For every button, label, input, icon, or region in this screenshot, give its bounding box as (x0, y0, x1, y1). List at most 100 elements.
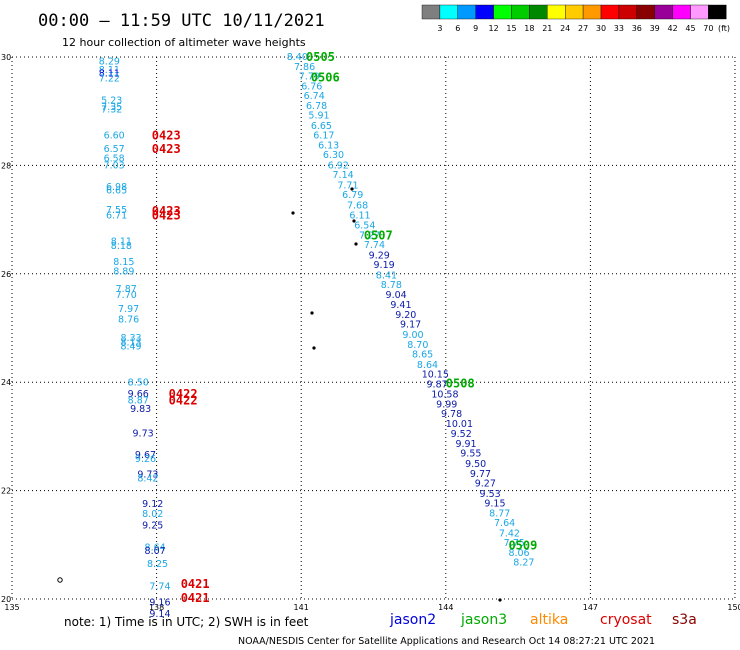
y-tick-label: 30 (1, 53, 11, 62)
pass-label-jason3: 0507 (364, 228, 393, 242)
data-point-cryosat: 8.15 (113, 257, 134, 268)
data-point-cryosat: 9.12 (142, 499, 163, 510)
data-point-jason3: 9.04 (386, 290, 407, 301)
data-point-jason3: 7.86 (294, 62, 315, 73)
data-point-cryosat: 8.89 (113, 267, 134, 278)
data-point-cryosat: 6.58 (104, 153, 125, 164)
data-point-jason3: 7.71 (337, 180, 358, 191)
legend-altika: altika (530, 612, 568, 628)
data-point-cryosat: 9.25 (142, 520, 163, 531)
data-point-cryosat: 9.67 (135, 450, 156, 461)
colorbar-label: 21 (542, 24, 552, 33)
pass-label-cryosat: 0423 (152, 204, 181, 218)
colorbar-swatch (636, 4, 655, 20)
data-point-cryosat: 8.02 (142, 509, 163, 520)
colorbar-legend: 3 6 9 12 15 18 21 24 27 30 33 36 39 42 45 70 (ft) (421, 4, 730, 33)
x-tick-label: 150 (727, 603, 740, 612)
data-point-jason3: 8.77 (489, 508, 510, 519)
colorbar-swatch (672, 4, 691, 20)
data-point-jason3: 7.79 (299, 72, 320, 83)
data-point-jason3: 9.99 (436, 399, 457, 410)
data-point-cryosat: 9.83 (130, 404, 151, 415)
data-point-cryosat: 5.23 (101, 95, 122, 106)
data-point-cryosat: 8.49 (120, 341, 141, 352)
colorbar-swatch (708, 4, 727, 20)
colorbar-label: 24 (560, 24, 570, 33)
pass-label-cryosat: 0422 (169, 387, 198, 401)
legend-jason2: jason2 (389, 612, 436, 628)
data-point-jason3: 7.42 (499, 528, 520, 539)
y-tick-label: 20 (1, 595, 11, 604)
data-point-cryosat: 9.26 (135, 454, 156, 465)
colorbar-swatch (618, 4, 638, 20)
colorbar-swatch (421, 4, 441, 20)
data-point-jason3: 8.78 (381, 280, 402, 291)
data-point-jason3: 9.87 (427, 379, 448, 390)
colorbar-swatch (475, 4, 494, 20)
data-point-jason3: 9.15 (484, 499, 505, 510)
satellite-legend: jason2 jason3 altika cryosat s3a (389, 612, 697, 628)
data-point-cryosat: 7.03 (104, 160, 125, 171)
data-point-jason3: 8.27 (513, 558, 534, 569)
data-point-jason3: 9.50 (465, 459, 486, 470)
data-point-jason3: 10.58 (431, 390, 458, 401)
pass-label-cryosat: 0421 (181, 591, 210, 605)
footnote: note: 1) Time is in UTC; 2) SWH is in fe… (64, 615, 309, 629)
x-tick-label: 138 (149, 603, 164, 612)
data-point-cryosat: 9.73 (137, 469, 158, 480)
data-point-jason3: 7.75 (504, 538, 525, 549)
pass-label-jason3: 0505 (306, 50, 335, 64)
data-point-jason3: 9.00 (402, 330, 423, 341)
colorbar-label: 6 (455, 24, 460, 33)
colorbar-label: 12 (489, 24, 499, 33)
colorbar-swatch (547, 4, 566, 20)
colorbar-label: 36 (632, 24, 642, 33)
x-tick-label: 141 (294, 603, 309, 612)
data-point-jason3: 9.27 (475, 479, 496, 490)
data-point-jason3: 7.74 (364, 240, 385, 251)
data-point-jason3: 10.01 (446, 419, 473, 430)
data-point-jason3: 9.55 (460, 449, 481, 460)
x-tick-label: 147 (583, 603, 598, 612)
colorbar-swatch (493, 4, 512, 20)
colorbar-label: 30 (596, 24, 606, 33)
data-point-cryosat: 7.97 (118, 304, 139, 315)
legend-s3a: s3a (672, 612, 697, 628)
data-point-jason3: 8.65 (412, 350, 433, 361)
data-point-cryosat: 8.33 (120, 333, 141, 344)
data-point-jason3: 9.20 (395, 310, 416, 321)
x-tick-label: 144 (438, 603, 453, 612)
island-mark (352, 219, 356, 223)
legend-cryosat: cryosat (600, 612, 652, 628)
data-point-jason3: 7.27 (359, 230, 380, 241)
data-point-cryosat: 8.07 (145, 546, 166, 557)
colorbar-swatch (511, 4, 530, 20)
pass-label-cryosat: 0423 (152, 142, 181, 156)
colorbar-label: 45 (685, 24, 695, 33)
data-point-cryosat: 9.73 (133, 429, 154, 440)
island-mark (291, 211, 295, 215)
pass-label-jason3: 0509 (508, 538, 537, 552)
data-point-jason3: 6.76 (301, 81, 322, 92)
data-point-cryosat: 9.14 (149, 609, 170, 620)
data-point-jason3: 9.41 (390, 300, 411, 311)
data-point-jason3: 9.52 (451, 429, 472, 440)
colorbar-unit: (ft) (718, 24, 730, 33)
data-point-cryosat: 8.25 (147, 559, 168, 570)
data-point-cryosat: 6.57 (104, 144, 125, 155)
colorbar-label: 70 (703, 24, 713, 33)
data-point-cryosat: 9.66 (128, 389, 149, 400)
colorbar-label: 9 (473, 24, 478, 33)
colorbar-label: 33 (614, 24, 624, 33)
colorbar-swatch (582, 4, 602, 20)
pass-labels: 0505050605070508050904230423042304230422… (152, 50, 538, 605)
data-point-jason3: 6.13 (318, 140, 339, 151)
data-point-jason3: 7.14 (333, 170, 354, 181)
colorbar-swatch (690, 4, 709, 20)
data-point-cryosat: 6.98 (106, 182, 127, 193)
colorbar-label: 42 (668, 24, 678, 33)
pass-label-jason3: 0506 (311, 71, 340, 85)
data-point-jason3: 6.17 (313, 131, 334, 142)
data-point-jason3: 8.41 (376, 270, 397, 281)
data-point-jason3: 9.17 (400, 320, 421, 331)
